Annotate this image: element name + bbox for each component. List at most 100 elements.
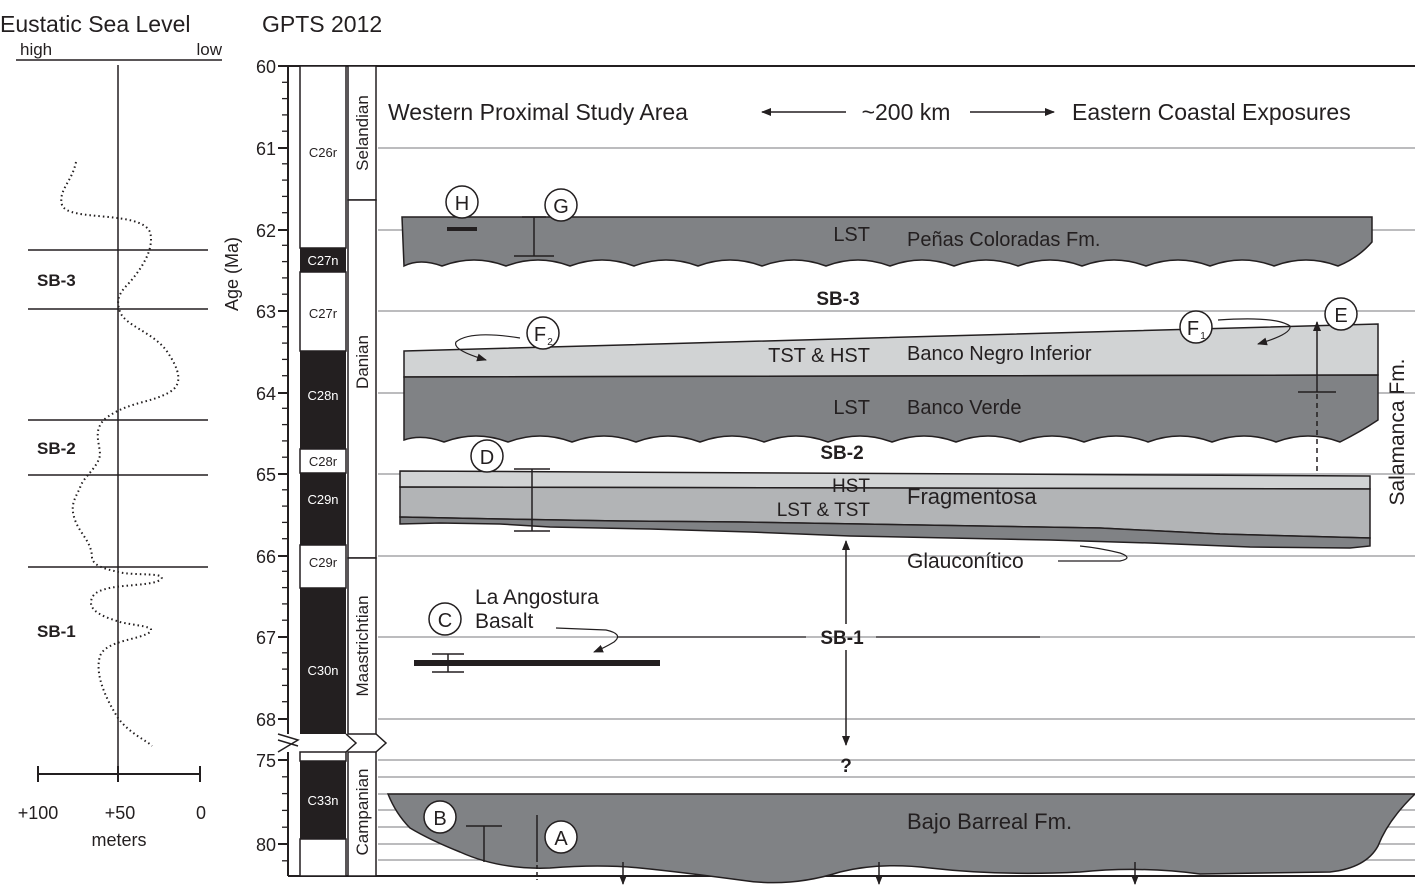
sb1-label: SB-1 bbox=[820, 628, 864, 649]
sea-level-curve bbox=[60, 161, 180, 747]
banco-verde-unit bbox=[403, 374, 1379, 443]
sea-sb2-label: SB-2 bbox=[37, 439, 76, 458]
age-tick-label-67: 67 bbox=[256, 628, 276, 648]
age-tick-label-60: 60 bbox=[256, 57, 276, 77]
gpts-title: GPTS 2012 bbox=[262, 11, 382, 37]
marker-f1-circle bbox=[1179, 310, 1213, 344]
chron-label-c28r: C28r bbox=[309, 454, 338, 469]
marker-g-label: G bbox=[553, 196, 569, 218]
marker-f1-arrow bbox=[1217, 318, 1291, 346]
age-tick-label-61: 61 bbox=[256, 139, 276, 159]
angostura-line2: Basalt bbox=[475, 610, 534, 633]
marker-f1-subscript: 1 bbox=[1200, 331, 1206, 342]
sea-low-label: low bbox=[196, 40, 222, 59]
stage-maastrichtian bbox=[347, 557, 377, 735]
marker-e-circle bbox=[1324, 297, 1358, 331]
marker-c-circle bbox=[428, 602, 462, 636]
chron-c28r bbox=[299, 448, 347, 474]
banco-verde-tract: LST bbox=[833, 397, 870, 419]
marker-d-circle bbox=[470, 439, 504, 473]
marker-c-label: C bbox=[438, 610, 452, 632]
bajo-barreal-name: Bajo Barreal Fm. bbox=[907, 809, 1072, 834]
banner-east: Eastern Coastal Exposures bbox=[1072, 99, 1351, 125]
chron-label-c29n: C29n bbox=[307, 492, 338, 507]
sea-sb1-label: SB-1 bbox=[37, 622, 76, 641]
chron-c29n bbox=[300, 473, 346, 545]
stage-danian bbox=[347, 199, 377, 559]
age-tick-label-66: 66 bbox=[256, 547, 276, 567]
marker-f2-circle bbox=[526, 316, 560, 350]
angostura-arrow bbox=[555, 627, 619, 653]
banco-verde-name: Banco Verde bbox=[907, 397, 1022, 419]
glauconitico-label: Glauconítico bbox=[907, 550, 1024, 573]
age-tick-label-64: 64 bbox=[256, 384, 276, 404]
stage-label-maastrichtian: Maastrichtian bbox=[353, 595, 372, 696]
marker-a-circle bbox=[544, 820, 578, 854]
banco-negro-tract: TST & HST bbox=[768, 345, 870, 367]
stage-label-campanian: Campanian bbox=[353, 769, 372, 856]
stage-column: Selandian Danian Maastrichtian Campanian bbox=[345, 65, 388, 877]
age-minor-ticks bbox=[282, 81, 288, 862]
marker-a-label: A bbox=[554, 828, 568, 850]
age-tick-label-62: 62 bbox=[256, 221, 276, 241]
age-tick-label-63: 63 bbox=[256, 302, 276, 322]
marker-f2-label: F bbox=[534, 324, 546, 346]
sea-level-title: Eustatic Sea Level bbox=[0, 11, 191, 37]
banner-distance: ~200 km bbox=[862, 99, 951, 125]
fragmentosa-name: Fragmentosa bbox=[907, 484, 1037, 509]
marker-b-label: B bbox=[433, 808, 446, 830]
marker-f1-label: F bbox=[1187, 318, 1199, 340]
stage-campanian bbox=[347, 751, 377, 877]
chron-label-c27r: C27r bbox=[309, 306, 338, 321]
sea-x-tick-label-100: +100 bbox=[18, 803, 59, 823]
age-tick-label-75: 75 bbox=[256, 751, 276, 771]
sea-x-axis-label: meters bbox=[91, 830, 146, 850]
glauconitico-leader bbox=[1058, 545, 1128, 562]
marker-h-circle bbox=[445, 185, 479, 219]
sea-level-panel: SB-3 SB-2 SB-1 +100 +50 0 meters bbox=[18, 65, 208, 850]
penas-coloradas-unit bbox=[401, 216, 1373, 268]
chron-label-c28n: C28n bbox=[307, 388, 338, 403]
chron-label-c33n: C33n bbox=[307, 793, 338, 808]
question-mark-label: ? bbox=[840, 756, 852, 777]
sea-sb3-label: SB-3 bbox=[37, 271, 76, 290]
sea-high-label: high bbox=[20, 40, 52, 59]
chron-label-c29r: C29r bbox=[309, 555, 338, 570]
stage-break-mark bbox=[345, 733, 388, 753]
salamanca-label: Salamanca Fm. bbox=[1386, 358, 1409, 505]
penas-tract: LST bbox=[833, 224, 870, 246]
polarity-column: C26r C27n C27r C28n C28r C29n C29r C30n … bbox=[299, 65, 347, 877]
stage-label-danian: Danian bbox=[353, 335, 372, 389]
sb2-label: SB-2 bbox=[820, 443, 863, 464]
sb3-label: SB-3 bbox=[816, 289, 859, 310]
banner-west: Western Proximal Study Area bbox=[388, 99, 688, 125]
angostura-line1: La Angostura bbox=[475, 586, 599, 609]
chron-pre-c33n bbox=[299, 751, 347, 762]
chron-label-c27n: C27n bbox=[307, 253, 338, 268]
glauconitico-unit bbox=[399, 516, 1371, 549]
marker-b-circle bbox=[423, 800, 457, 834]
marker-e-label: E bbox=[1334, 305, 1347, 327]
marker-f2-arrow bbox=[455, 334, 521, 362]
age-tick-label-68: 68 bbox=[256, 710, 276, 730]
chron-c27r bbox=[299, 271, 347, 352]
marker-f2-subscript: 2 bbox=[547, 337, 553, 348]
axis-break-mark bbox=[277, 733, 300, 753]
chron-label-c26r: C26r bbox=[309, 145, 338, 160]
marker-h-label: H bbox=[455, 193, 469, 215]
fragmentosa-hst-label: HST bbox=[832, 476, 870, 497]
marker-d-label: D bbox=[480, 447, 494, 469]
chron-c27n bbox=[300, 248, 346, 272]
chron-c28n bbox=[300, 351, 346, 449]
fragmentosa-lst-tst-label: LST & TST bbox=[777, 500, 871, 521]
age-axis-label: Age (Ma) bbox=[222, 237, 242, 311]
chron-c30n bbox=[300, 588, 346, 734]
age-tick-label-80: 80 bbox=[256, 835, 276, 855]
marker-g-circle bbox=[544, 188, 578, 222]
chron-c33n bbox=[300, 761, 346, 839]
stage-label-selandian: Selandian bbox=[353, 95, 372, 171]
age-tick-label-65: 65 bbox=[256, 465, 276, 485]
bajo-barreal-unit bbox=[386, 793, 1415, 884]
sea-x-tick-label-50: +50 bbox=[105, 803, 136, 823]
